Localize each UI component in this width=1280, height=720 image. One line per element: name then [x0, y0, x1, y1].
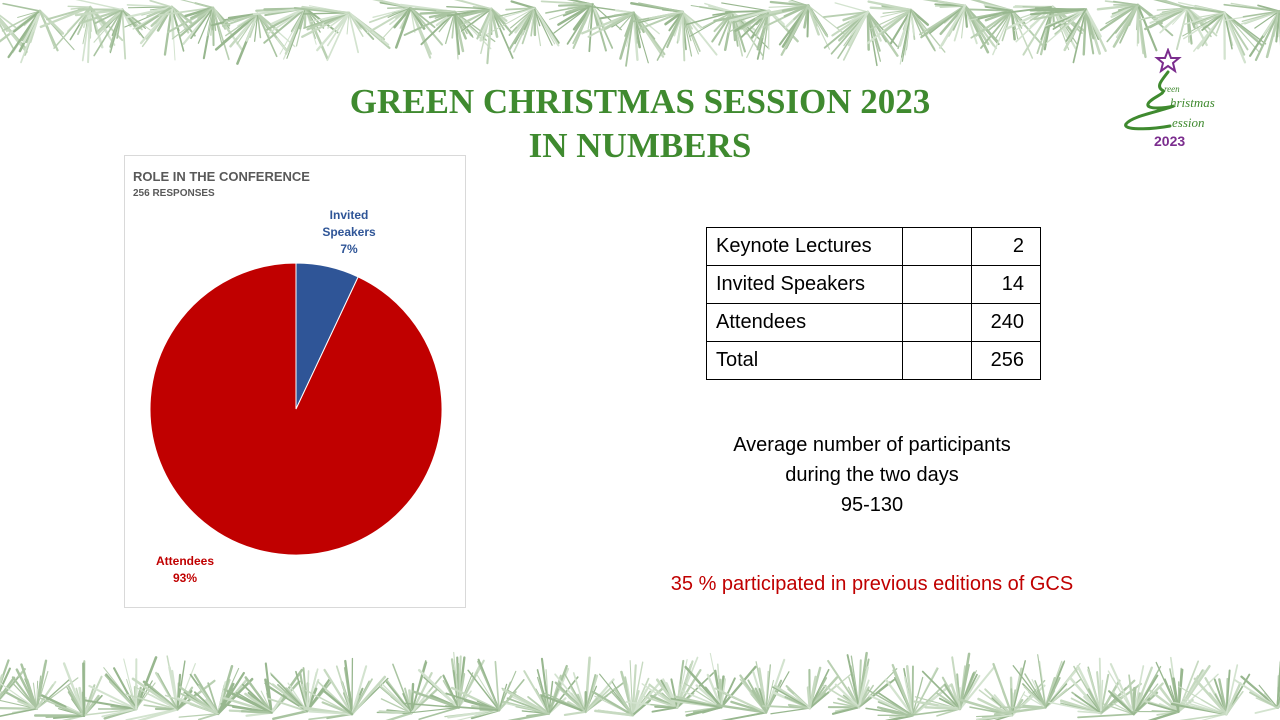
logo-text-line3: ession	[1172, 115, 1205, 130]
logo-tree-swirl-icon	[1124, 70, 1175, 131]
pine-garland-bottom	[0, 645, 1280, 720]
table-cell-value: 2	[971, 227, 1041, 266]
pie-label-percent: 93%	[173, 571, 197, 585]
table-cell-label: Invited Speakers	[706, 265, 903, 304]
chart-title: ROLE IN THE CONFERENCE	[133, 169, 310, 184]
logo-star-icon	[1154, 48, 1182, 74]
table-row: Total 256	[706, 341, 1041, 380]
participants-table: Keynote Lectures 2 Invited Speakers 14 Atten…	[706, 227, 1041, 380]
table-cell-label: Total	[706, 341, 903, 380]
table-cell-value: 14	[971, 265, 1041, 304]
slide-title-line2: IN NUMBERS	[528, 126, 752, 165]
average-participants: Average number of participants during th…	[672, 430, 1072, 520]
table-cell-value: 256	[971, 341, 1041, 380]
average-line1: Average number of participants	[733, 434, 1011, 456]
table-cell-blank	[902, 227, 972, 266]
pie-label-line2: Speakers	[322, 225, 376, 239]
table-row: Invited Speakers 14	[706, 265, 1041, 304]
pie-slice-attendees	[149, 262, 443, 556]
gcs-logo: reen hristmas ession 2023	[1124, 48, 1215, 149]
pine-branches-top-icon	[0, 0, 1280, 67]
logo-text-line1: reen	[1164, 84, 1180, 94]
logo-year: 2023	[1154, 133, 1185, 149]
table-row: Keynote Lectures 2	[706, 227, 1041, 266]
previous-editions-note: 35 % participated in previous editions o…	[670, 573, 1074, 595]
pie-label-line1: Invited	[330, 208, 369, 222]
pine-branches-bottom-icon	[0, 651, 1280, 720]
table-cell-blank	[902, 341, 972, 380]
table-cell-label: Keynote Lectures	[706, 227, 903, 266]
slide-title-line1: GREEN CHRISTMAS SESSION 2023	[349, 82, 931, 121]
pine-garland-top	[0, 0, 1280, 70]
table-cell-value: 240	[971, 303, 1041, 342]
slide-title: GREEN CHRISTMAS SESSION 2023 IN NUMBERS	[240, 80, 1040, 168]
logo-text-line2: hristmas	[1170, 95, 1215, 110]
chart-subtitle: 256 RESPONSES	[133, 188, 215, 199]
pie-chart: Invited Speakers 7% Attendees 93%	[149, 208, 443, 585]
pie-chart-card: ROLE IN THE CONFERENCE 256 RESPONSES Inv…	[124, 155, 466, 608]
average-range: 95-130	[840, 494, 904, 516]
pie-label-line1: Attendees	[156, 554, 214, 568]
table-cell-blank	[902, 303, 972, 342]
table-row: Attendees 240	[706, 303, 1041, 342]
table-cell-blank	[902, 265, 972, 304]
pie-label-percent: 7%	[340, 242, 358, 256]
average-line2: during the two days	[785, 464, 959, 486]
table-cell-label: Attendees	[706, 303, 903, 342]
